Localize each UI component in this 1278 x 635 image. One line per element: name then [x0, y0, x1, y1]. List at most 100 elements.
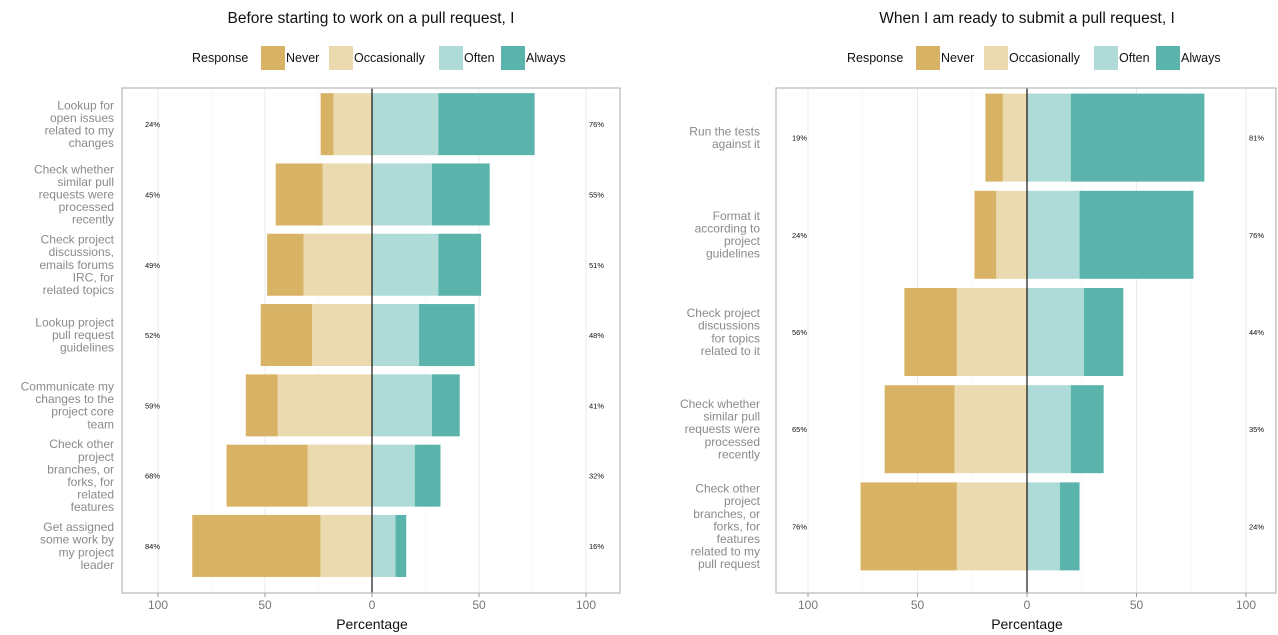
left-percent-label: 84%: [145, 542, 160, 551]
category-label-line: project: [724, 234, 761, 248]
bar-often: [1027, 288, 1084, 376]
legend-label-often: Often: [1119, 51, 1150, 65]
category-label: Check other project branches, or forks, for…: [47, 437, 114, 514]
bar-occasionally: [954, 385, 1027, 474]
x-axis-label: Percentage: [336, 616, 408, 632]
right-percent-label: 41%: [589, 401, 604, 410]
category-label-line: Check whether: [680, 397, 760, 411]
category-label-line: Lookup project: [35, 315, 114, 329]
category-label-line: forks, for: [67, 475, 114, 489]
left-percent-label: 45%: [145, 190, 160, 199]
left-percent-label: 19%: [792, 134, 807, 143]
category-label-line: features: [717, 532, 760, 546]
right-percent-label: 76%: [589, 120, 604, 129]
category-label-line: leader: [81, 558, 114, 572]
category-label-line: similar pull: [57, 175, 114, 189]
category-label-line: recently: [718, 447, 760, 461]
bar-never: [974, 190, 997, 279]
bar-occasionally: [956, 288, 1027, 376]
x-axis-label: Percentage: [991, 616, 1063, 632]
plot-border: [775, 87, 1277, 594]
right-percent-label: 16%: [589, 542, 604, 551]
bar-always: [1059, 482, 1080, 571]
category-label-line: processed: [59, 200, 114, 214]
bar-always: [1070, 385, 1104, 474]
category-label-line: team: [87, 417, 114, 431]
plot-border: [121, 87, 621, 594]
bar-never: [985, 93, 1003, 182]
category-label-line: Get assigned: [43, 520, 114, 534]
bar-often: [372, 514, 396, 577]
category-label-line: features: [71, 500, 114, 514]
category-label-line: guidelines: [706, 247, 760, 261]
right-percent-label: 24%: [1249, 522, 1264, 531]
legend-swatch-always: [501, 46, 525, 70]
bar-row: 52% 48% Lookup project pull request guidelin…: [35, 304, 604, 367]
bar-always: [1083, 288, 1124, 376]
legend-swatch-occasionally: [984, 46, 1008, 70]
category-label: Check project discussions, emails forums IR…: [39, 233, 114, 297]
bar-often: [372, 444, 415, 507]
category-label-line: Check project: [41, 233, 115, 247]
bar-row: 56% 44% Check project discussions for topics…: [687, 288, 1264, 376]
category-label-line: recently: [72, 213, 114, 227]
bar-row: 76% 24% Check other project branches, or fork…: [691, 482, 1265, 572]
legend-swatch-always: [1156, 46, 1180, 70]
category-label-line: pull request: [698, 557, 761, 571]
bar-often: [372, 304, 420, 367]
category-label-line: Lookup for: [57, 98, 114, 112]
legend-swatch-occasionally: [329, 46, 353, 70]
chart-panel-2: When I am ready to submit a pull request…: [680, 10, 1277, 632]
category-label-line: open issues: [50, 111, 114, 125]
category-label: Check whether similar pull requests were pr…: [34, 162, 114, 226]
left-percent-label: 59%: [145, 401, 160, 410]
category-label-line: related to my: [45, 123, 114, 137]
chart-title: Before starting to work on a pull reques…: [228, 10, 515, 27]
category-label: Format it according to project guidelines: [695, 209, 761, 261]
bar-never: [275, 163, 323, 226]
bar-never: [192, 514, 321, 577]
x-tick-label: 100: [148, 598, 168, 612]
bar-never: [245, 374, 278, 437]
category-label-line: branches, or: [47, 462, 114, 476]
x-tick-label: 100: [576, 598, 596, 612]
bar-often: [372, 163, 432, 226]
bar-often: [372, 93, 439, 156]
right-percent-label: 76%: [1249, 231, 1264, 240]
bar-often: [1027, 385, 1071, 474]
x-tick-label: 50: [258, 598, 272, 612]
category-label: Check other project branches, or forks, for…: [691, 482, 761, 572]
category-label-line: related to my: [691, 545, 760, 559]
legend-label-never: Never: [941, 51, 974, 65]
legend-label-occasionally: Occasionally: [1009, 51, 1081, 65]
category-label-line: according to: [695, 222, 761, 236]
bar-occasionally: [996, 190, 1027, 279]
category-label-line: against it: [712, 137, 761, 151]
bar-always: [419, 304, 475, 367]
category-label: Communicate my changes to the project core…: [21, 379, 115, 431]
category-label: Check project discussions for topics relate…: [687, 306, 761, 358]
category-label-line: branches, or: [693, 507, 760, 521]
category-label: Lookup for open issues related to my change…: [45, 98, 114, 150]
bar-row: 24% 76% Lookup for open issues related to my…: [45, 93, 604, 156]
bar-occasionally: [1002, 93, 1027, 182]
category-label-line: requests were: [685, 422, 761, 436]
legend-title: Response: [847, 51, 903, 65]
bar-occasionally: [333, 93, 372, 156]
category-label-line: guidelines: [60, 341, 114, 355]
category-label-line: Check project: [687, 306, 761, 320]
bar-row: 19% 81% Run the tests against it: [689, 93, 1264, 182]
legend-swatch-never: [916, 46, 940, 70]
category-label-line: changes: [69, 136, 114, 150]
legend: Response Never Occasionally Often Always: [847, 46, 1221, 70]
bar-often: [372, 374, 432, 437]
category-label-line: Check other: [695, 482, 760, 496]
category-label-line: changes to the: [35, 392, 114, 406]
right-percent-label: 35%: [1249, 425, 1264, 434]
bar-occasionally: [277, 374, 372, 437]
bar-always: [431, 374, 460, 437]
bar-often: [372, 233, 439, 296]
category-label-line: project: [78, 450, 115, 464]
bar-occasionally: [956, 482, 1027, 571]
